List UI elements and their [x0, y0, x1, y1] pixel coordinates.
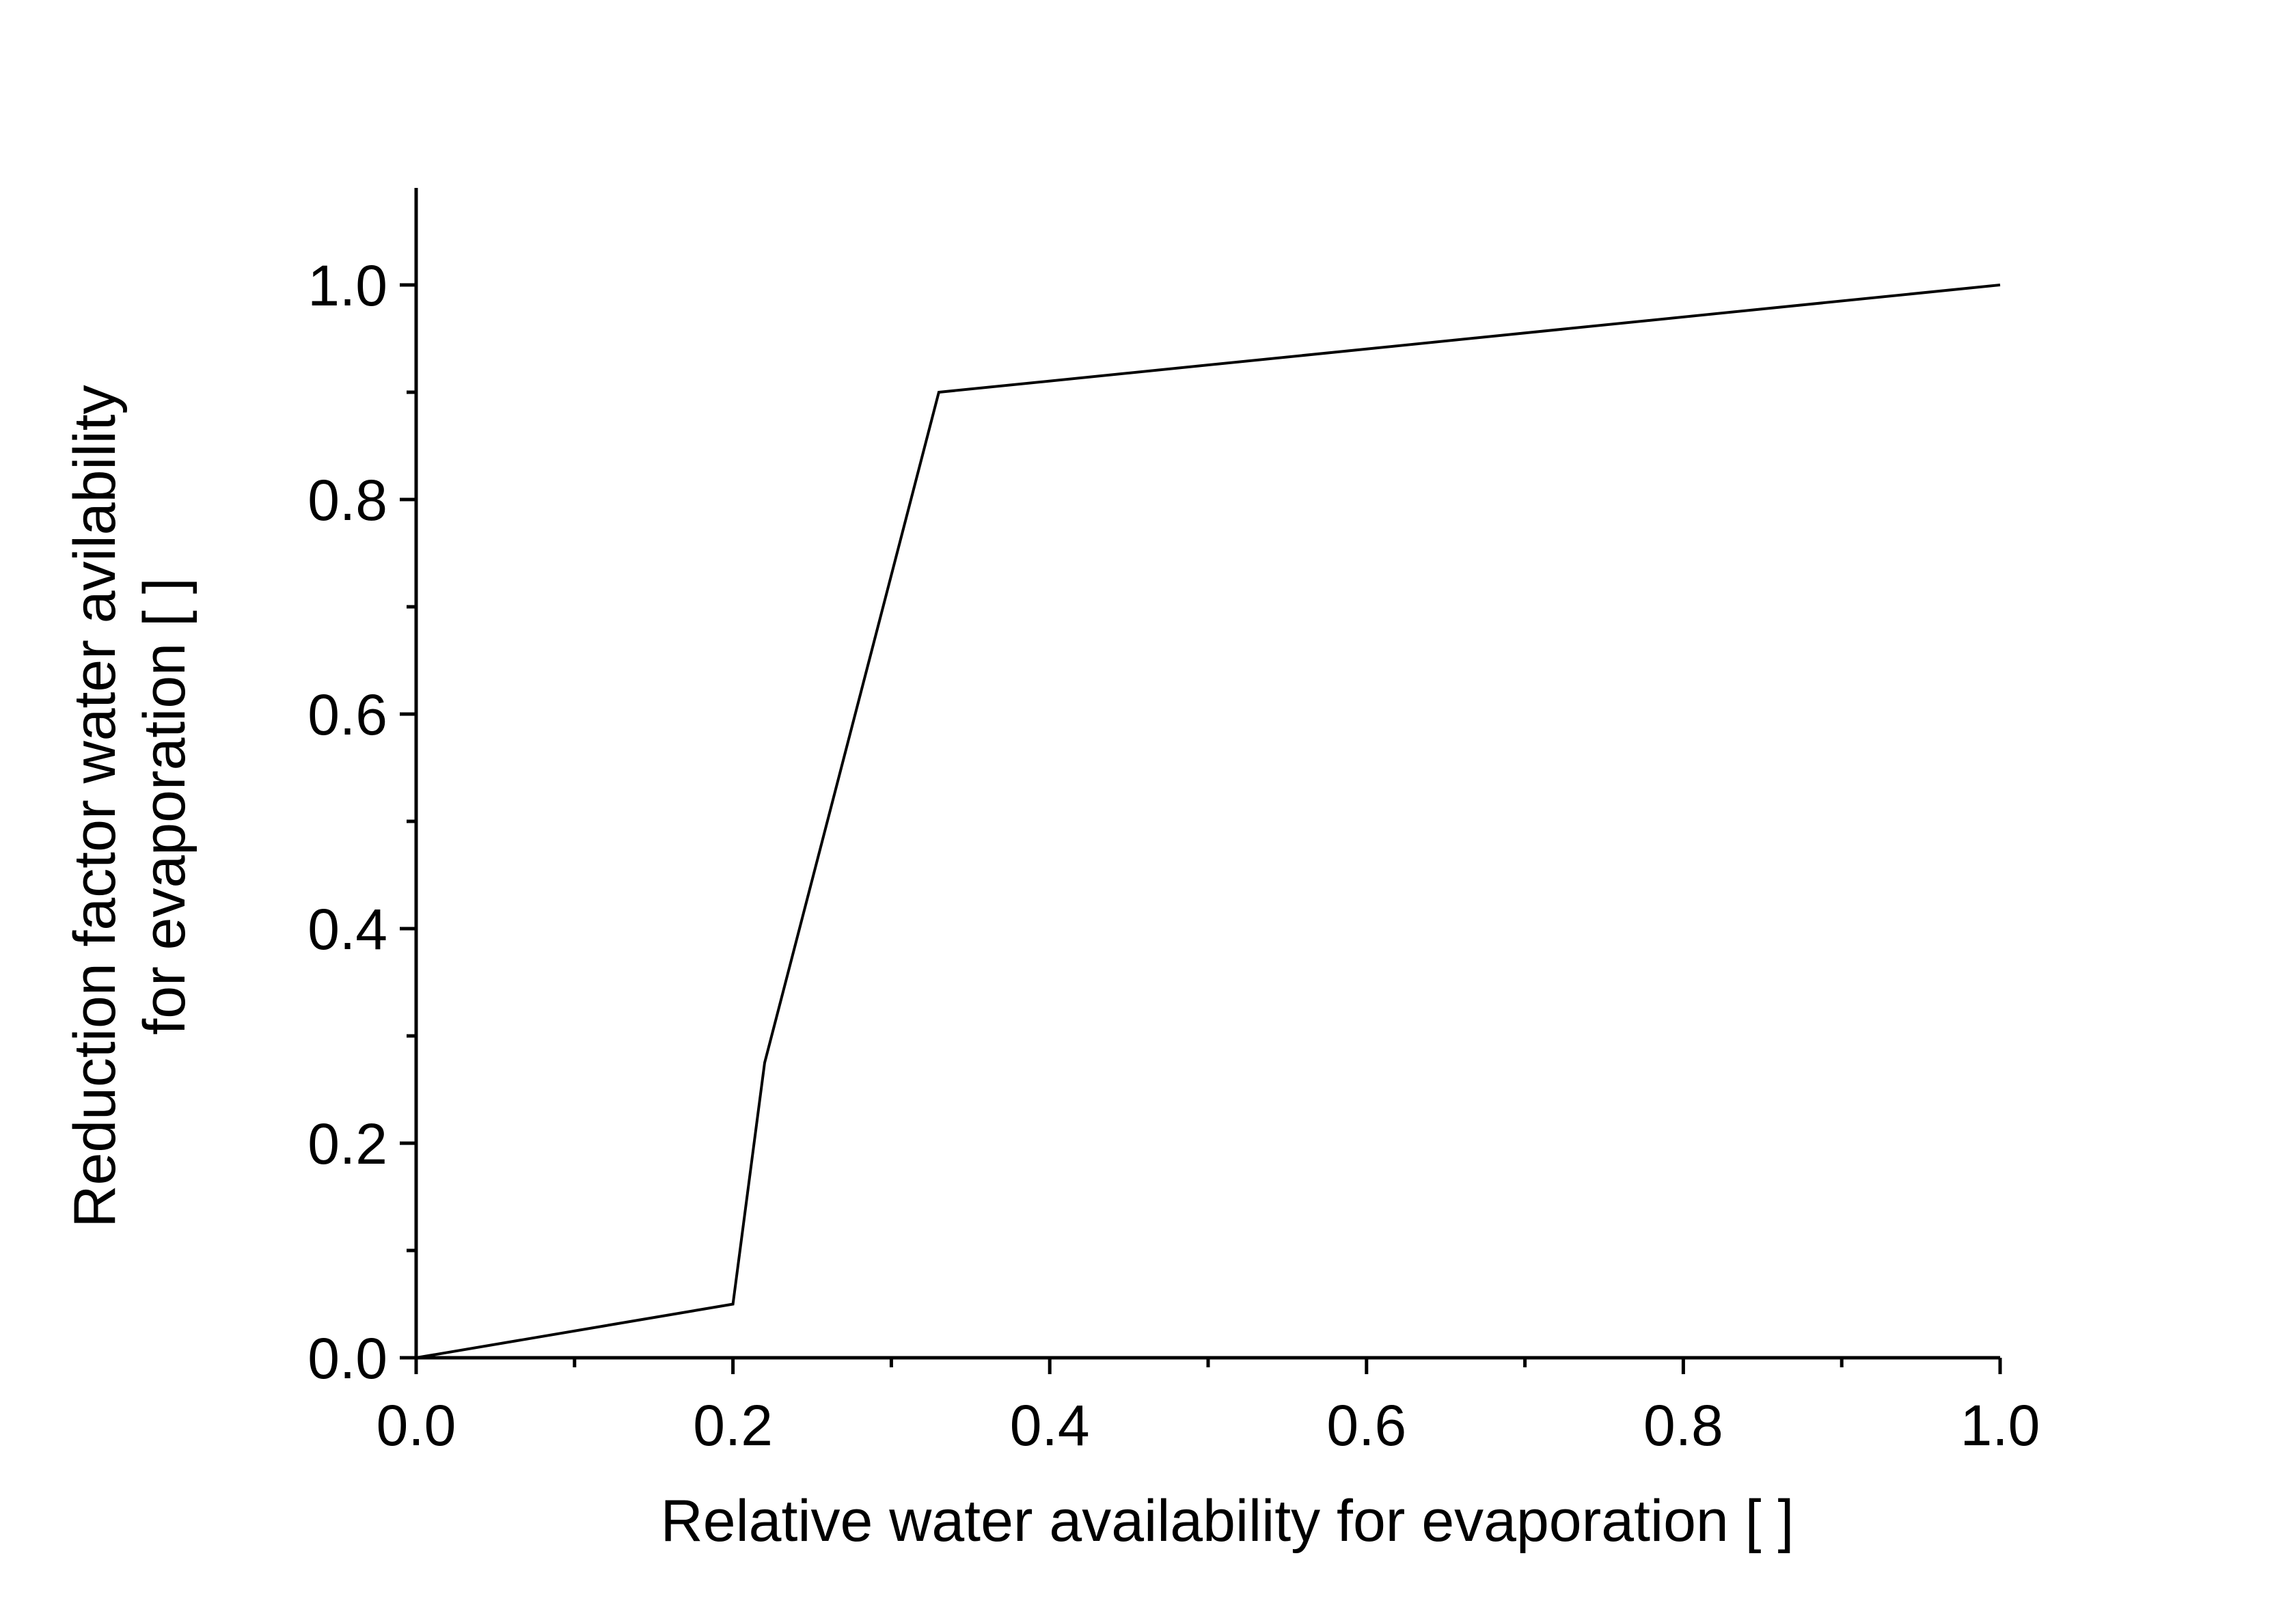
y-axis-label-line-2: for evaporation [ ]	[132, 577, 197, 1035]
x-axis-ticks: 0.0 0.2 0.4 0.6 0.8 1.0	[377, 1358, 2040, 1458]
y-tick-label: 1.0	[308, 254, 387, 318]
y-axis-label-line-1: Reduction factor water avilability	[62, 385, 128, 1227]
x-tick-label: 1.0	[1960, 1393, 2040, 1458]
y-tick-label: 0.8	[308, 468, 387, 532]
x-axis-label: Relative water availability for evaporat…	[661, 1488, 1794, 1554]
y-tick-label: 0.2	[308, 1112, 387, 1176]
y-tick-label: 0.6	[308, 683, 387, 747]
y-tick-label: 0.4	[308, 897, 387, 961]
x-tick-label: 0.4	[1010, 1393, 1090, 1458]
x-tick-label: 0.6	[1326, 1393, 1406, 1458]
x-tick-label: 0.2	[693, 1393, 773, 1458]
x-tick-label: 0.0	[377, 1393, 456, 1458]
y-axis-label: Reduction factor water avilability for e…	[62, 385, 197, 1227]
x-tick-label: 0.8	[1643, 1393, 1723, 1458]
y-tick-label: 0.0	[308, 1326, 387, 1391]
y-axis-ticks: 0.0 0.2 0.4 0.6 0.8 1.0	[308, 254, 416, 1391]
data-series-line	[415, 284, 2001, 1359]
